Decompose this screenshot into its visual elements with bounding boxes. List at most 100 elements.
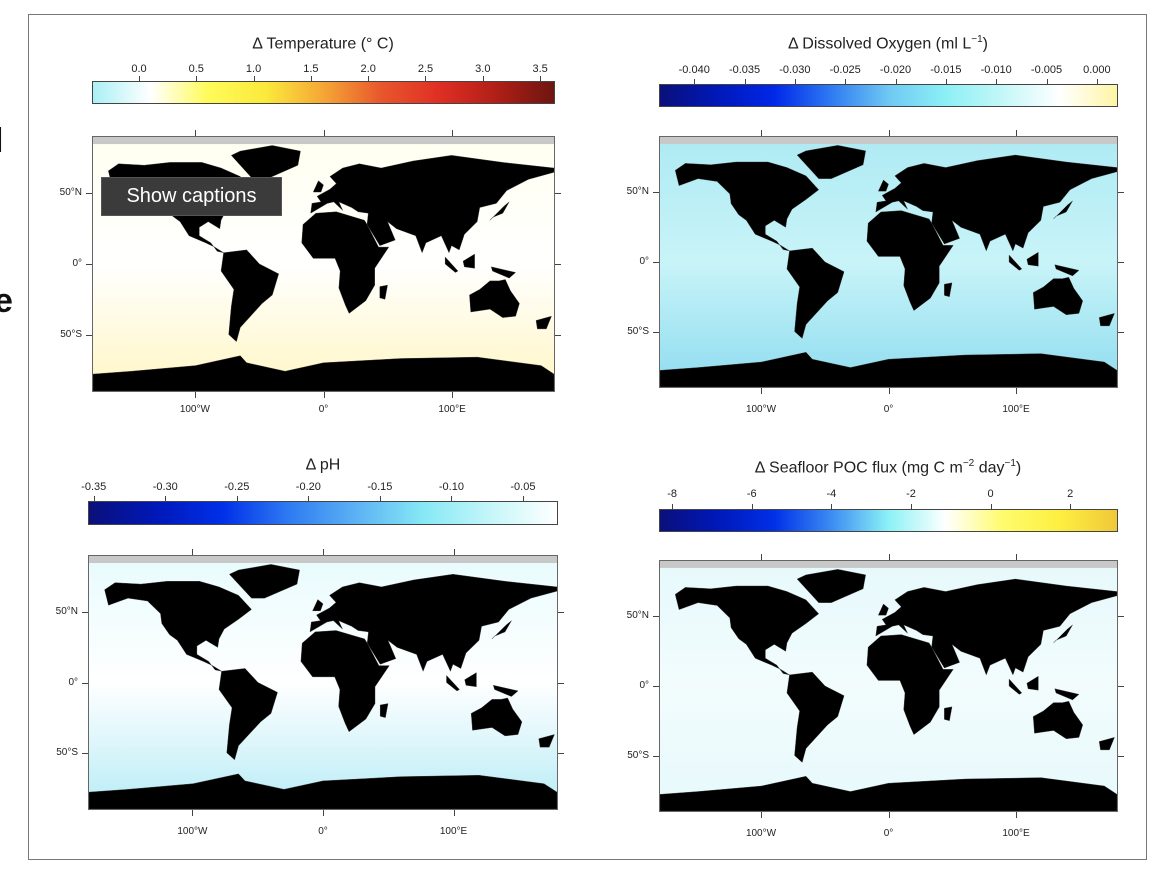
colorbar-tick-mark — [482, 76, 484, 81]
world-map — [659, 560, 1118, 812]
latitude-label: 50°N — [626, 186, 649, 197]
colorbar-tick-mark — [831, 504, 833, 509]
longitude-tick — [323, 392, 325, 398]
colorbar-title: Δ Dissolved Oxygen (ml L−1) — [788, 34, 988, 53]
colorbar-tick-mark — [138, 76, 140, 81]
title-part: Δ pH — [305, 456, 341, 474]
longitude-tick — [323, 810, 324, 816]
colorbar-tick-mark — [253, 76, 255, 81]
longitude-tick — [888, 388, 890, 394]
longitude-tick — [323, 549, 324, 555]
longitude-label: 0° — [318, 826, 328, 837]
longitude-tick — [192, 810, 194, 816]
latitude-label: 50°S — [627, 750, 649, 761]
colorbar-tick-label: -4 — [826, 488, 837, 500]
colorbar — [659, 509, 1118, 532]
longitude-label: 100°E — [439, 826, 468, 837]
colorbar-tick-label: -0.15 — [367, 481, 393, 493]
latitude-tick — [1118, 332, 1124, 333]
latitude-tick — [653, 332, 659, 333]
longitude-tick — [761, 388, 762, 394]
colorbar-tick-label: -0.30 — [152, 481, 178, 493]
show-captions-button[interactable]: Show captions — [101, 177, 282, 216]
longitude-tick — [1016, 554, 1017, 560]
colorbar-tick-label: 3.5 — [532, 63, 548, 75]
longitude-label: 0° — [883, 404, 894, 415]
colorbar-tick-mark — [845, 79, 847, 84]
colorbar-tick-mark — [368, 76, 370, 81]
colorbar-tick-label: 1.0 — [245, 63, 262, 75]
colorbar-tick-mark — [310, 76, 312, 81]
longitude-tick — [761, 812, 762, 818]
colorbar-title: Δ Temperature (° C) — [252, 34, 394, 53]
colorbar-tick-label: -0.015 — [930, 64, 962, 76]
colorbar-tick-mark — [165, 496, 167, 501]
colorbar-tick-mark — [990, 504, 992, 509]
longitude-tick — [194, 130, 196, 136]
title-part: −2 — [962, 458, 975, 469]
colorbar-tick-mark — [1070, 504, 1072, 509]
latitude-label: 0° — [68, 676, 78, 688]
longitude-tick — [1016, 812, 1017, 818]
colorbar — [659, 84, 1118, 107]
colorbar-tick-label: -0.005 — [1030, 64, 1063, 76]
colorbar-tick-mark — [196, 76, 198, 81]
colorbar-tick-label: -0.035 — [728, 64, 761, 76]
background-text-fragment: e — [0, 282, 13, 320]
latitude-tick — [86, 335, 92, 337]
longitude-tick — [453, 810, 455, 816]
longitude-label: 100°E — [438, 404, 466, 415]
colorbar-tick-mark — [996, 79, 998, 84]
title-part: ) — [1015, 459, 1022, 477]
longitude-tick — [1016, 388, 1017, 394]
colorbar-tick-label: -6 — [746, 488, 757, 500]
longitude-label: 0° — [883, 828, 894, 839]
colorbar — [88, 501, 558, 525]
colorbar-tick-mark — [945, 79, 947, 84]
colorbar-tick-mark — [794, 79, 796, 84]
world-map — [92, 136, 555, 392]
latitude-tick — [86, 192, 92, 194]
longitude-tick — [1016, 130, 1017, 136]
world-map — [88, 555, 558, 810]
longitude-tick — [761, 130, 762, 136]
colorbar-tick-mark — [93, 496, 95, 501]
latitude-tick — [1118, 192, 1124, 193]
colorbar-tick-label: -8 — [667, 488, 678, 500]
colorbar-tick-label: -0.020 — [879, 64, 912, 76]
title-part: −1 — [1004, 458, 1016, 469]
colorbar-tick-mark — [744, 79, 746, 84]
colorbar-tick-label: 0.5 — [188, 63, 204, 75]
latitude-label: 0° — [639, 256, 649, 267]
colorbar-tick-mark — [672, 504, 674, 509]
longitude-label: 100°E — [1002, 828, 1030, 839]
colorbar-tick-mark — [236, 496, 238, 501]
colorbar-tick-label: 2 — [1067, 488, 1074, 500]
latitude-tick — [1118, 262, 1124, 263]
colorbar-tick-label: 3.0 — [475, 63, 491, 75]
colorbar-tick-label: -0.040 — [678, 64, 710, 76]
colorbar-tick-label: -0.05 — [510, 481, 536, 493]
colorbar-tick-label: 2.5 — [417, 63, 434, 75]
latitude-label: 50°S — [56, 747, 78, 759]
title-part: −1 — [971, 34, 983, 45]
longitude-tick — [888, 812, 890, 818]
latitude-label: 50°S — [60, 329, 82, 341]
no-data-band — [660, 137, 1117, 144]
colorbar-tick-mark — [522, 496, 524, 501]
colorbar-tick-mark — [910, 504, 912, 509]
latitude-label: 0° — [639, 680, 649, 691]
colorbar-tick-label: -0.25 — [224, 481, 250, 493]
longitude-label: 100°E — [1002, 404, 1030, 415]
latitude-label: 50°N — [59, 186, 82, 198]
latitude-tick — [653, 686, 659, 687]
colorbar-title: Δ pH — [306, 455, 341, 474]
colorbar-tick-label: -0.10 — [438, 481, 464, 493]
colorbar-tick-mark — [540, 76, 542, 81]
longitude-tick — [453, 549, 455, 555]
colorbar-tick-mark — [694, 79, 696, 84]
colorbar-tick-label: 0.000 — [1083, 64, 1111, 76]
latitude-tick — [82, 611, 88, 613]
colorbar-tick-mark — [895, 79, 897, 84]
longitude-tick — [194, 392, 196, 398]
